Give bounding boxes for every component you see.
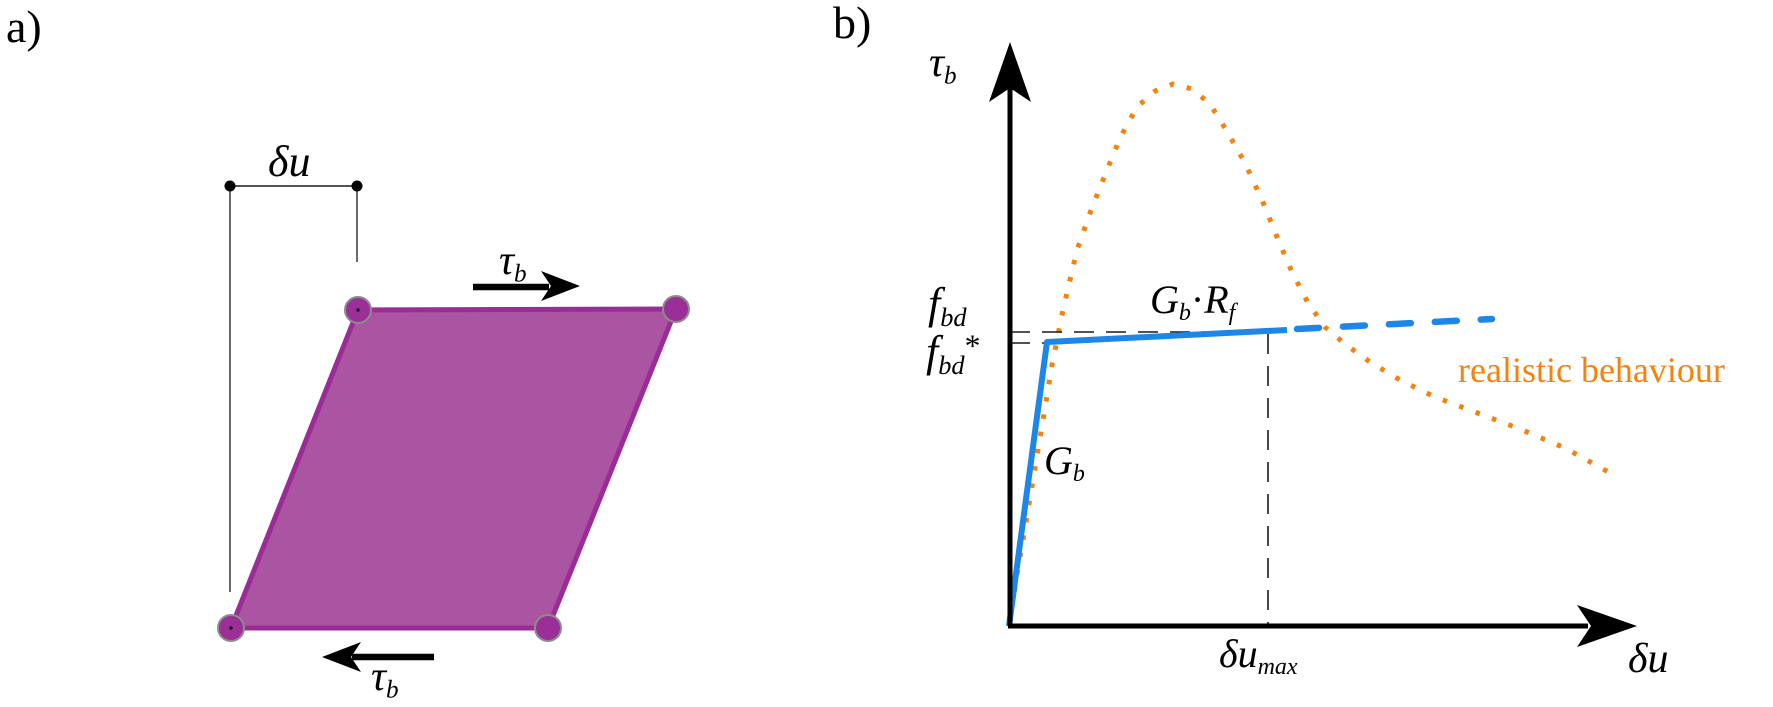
corner-node-center-dot-bl <box>229 626 233 630</box>
star-superscript: * <box>964 328 981 364</box>
shear-arrow-bottom-head <box>322 642 361 672</box>
dimension-dot-right <box>351 180 363 192</box>
f-subscript: bd <box>940 301 967 332</box>
dot-operator: · <box>1190 277 1205 322</box>
tau-subscript: b <box>514 260 527 288</box>
shear-arrow-bottom <box>322 642 434 672</box>
y-axis <box>989 42 1031 626</box>
R-symbol: R <box>1204 277 1229 322</box>
tau-subscript: b <box>386 676 399 704</box>
dumax-tick-label: δumax <box>1219 631 1298 680</box>
max-subscript: max <box>1257 654 1298 681</box>
f-subscript: bd <box>938 349 965 380</box>
panel-b-drawing <box>989 42 1637 647</box>
bilinear-model-curve <box>1006 327 1288 627</box>
y-axis-title: τb <box>929 40 957 89</box>
dimension-dot-left <box>224 180 236 192</box>
f-symbol: f <box>926 327 939 376</box>
corner-node-bottom-right <box>534 614 562 642</box>
R-subscript: f <box>1228 300 1236 327</box>
shear-arrow-top-head <box>541 271 580 301</box>
tau-subscript: b <box>944 62 957 90</box>
G-subscript: b <box>1178 300 1191 327</box>
G-symbol: G <box>1044 438 1073 483</box>
shear-stress-label-bottom: τb <box>371 654 399 703</box>
tau-symbol: τ <box>929 40 945 86</box>
corner-nodes <box>217 295 690 642</box>
tau-symbol: τ <box>371 654 387 700</box>
x-axis-arrowhead <box>1577 605 1637 647</box>
shear-arrow-top <box>473 271 580 301</box>
du-symbol: δu <box>1219 631 1258 676</box>
fbd-star-tick-label: fbd* <box>926 327 981 379</box>
panel-a-drawing <box>217 180 690 672</box>
y-axis-arrowhead <box>989 42 1031 102</box>
tau-symbol: τ <box>499 238 515 284</box>
x-axis <box>1008 605 1637 647</box>
realistic-behaviour-label: realistic behaviour <box>1458 350 1725 390</box>
slip-dimension-label: δu <box>268 137 311 186</box>
G-subscript: b <box>1072 461 1085 488</box>
sheared-element <box>228 306 679 631</box>
hardening-stiffness-label: Gb·Rf <box>1150 277 1235 326</box>
bilinear-model-extension-dashed <box>1293 315 1496 333</box>
corner-node-center-dot-tl <box>356 308 360 312</box>
fbd-tick-label: fbd <box>928 279 967 331</box>
f-symbol: f <box>928 279 941 328</box>
shear-stress-label-top: τb <box>499 238 527 287</box>
initial-stiffness-label: Gb <box>1044 438 1085 487</box>
corner-node-top-right <box>662 295 690 323</box>
G-symbol: G <box>1150 277 1179 322</box>
panel-b-label: b) <box>833 0 872 48</box>
x-axis-title: δu <box>1628 636 1669 682</box>
realistic-behaviour-curve <box>1006 81 1614 627</box>
panel-a-label: a) <box>6 1 42 52</box>
